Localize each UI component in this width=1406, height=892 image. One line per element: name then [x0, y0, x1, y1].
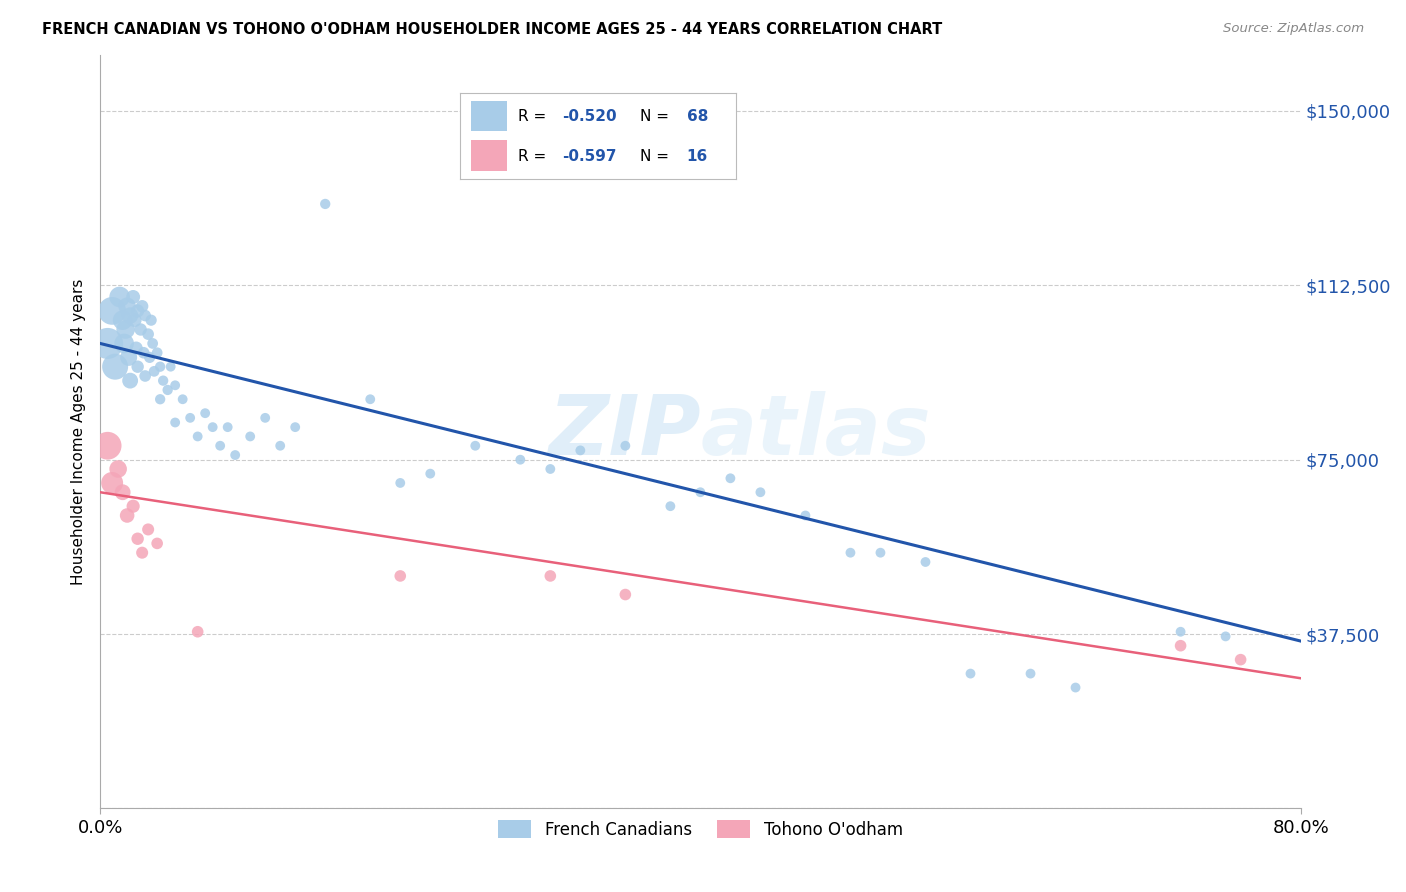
Point: [869, 546, 891, 560]
Point: [122, 499, 145, 513]
Point: [125, 341, 148, 355]
Point: [134, 309, 156, 323]
Point: [538, 462, 561, 476]
Point: [97, 439, 120, 453]
Point: [108, 290, 131, 304]
Point: [120, 374, 142, 388]
Point: [156, 383, 179, 397]
Point: [464, 439, 486, 453]
Point: [129, 322, 152, 336]
Point: [659, 499, 682, 513]
Point: [614, 439, 637, 453]
Point: [115, 508, 138, 523]
Point: [1215, 629, 1237, 643]
Point: [314, 197, 336, 211]
Text: FRENCH CANADIAN VS TOHONO O'ODHAM HOUSEHOLDER INCOME AGES 25 - 44 YEARS CORRELAT: FRENCH CANADIAN VS TOHONO O'ODHAM HOUSEH…: [42, 22, 942, 37]
Point: [138, 351, 160, 365]
Point: [187, 624, 209, 639]
Point: [111, 485, 134, 500]
Point: [201, 420, 224, 434]
Point: [217, 420, 239, 434]
Point: [1170, 639, 1192, 653]
Text: Source: ZipAtlas.com: Source: ZipAtlas.com: [1223, 22, 1364, 36]
Point: [254, 410, 277, 425]
Point: [239, 429, 262, 443]
Point: [1170, 624, 1192, 639]
Point: [124, 313, 146, 327]
Point: [107, 462, 129, 476]
Point: [131, 299, 153, 313]
Point: [389, 569, 412, 583]
Point: [146, 345, 169, 359]
Point: [359, 392, 381, 407]
Point: [104, 359, 127, 374]
Point: [136, 523, 159, 537]
Point: [127, 304, 149, 318]
Point: [959, 666, 981, 681]
Point: [1019, 666, 1042, 681]
Point: [101, 475, 124, 490]
Point: [112, 336, 135, 351]
Text: atlas: atlas: [700, 392, 931, 472]
Point: [914, 555, 936, 569]
Point: [749, 485, 772, 500]
Legend: French Canadians, Tohono O'odham: French Canadians, Tohono O'odham: [492, 814, 910, 846]
Text: ZIP: ZIP: [548, 392, 700, 472]
Point: [111, 313, 134, 327]
Point: [179, 410, 201, 425]
Point: [172, 392, 194, 407]
Point: [165, 416, 187, 430]
Point: [97, 336, 120, 351]
Point: [127, 359, 149, 374]
Point: [794, 508, 817, 523]
Point: [389, 475, 412, 490]
Point: [224, 448, 246, 462]
Point: [142, 336, 165, 351]
Point: [269, 439, 291, 453]
Point: [101, 304, 124, 318]
Point: [127, 532, 149, 546]
Point: [114, 322, 136, 336]
Point: [141, 313, 163, 327]
Point: [149, 392, 172, 407]
Point: [131, 546, 153, 560]
Point: [134, 369, 156, 384]
Point: [569, 443, 592, 458]
Point: [152, 374, 174, 388]
Point: [132, 345, 155, 359]
Point: [1229, 653, 1251, 667]
Point: [146, 536, 169, 550]
Point: [419, 467, 441, 481]
Point: [614, 588, 637, 602]
Point: [165, 378, 187, 392]
Point: [718, 471, 741, 485]
Y-axis label: Householder Income Ages 25 - 44 years: Householder Income Ages 25 - 44 years: [72, 278, 86, 585]
Point: [689, 485, 711, 500]
Point: [159, 359, 181, 374]
Point: [538, 569, 561, 583]
Point: [149, 359, 172, 374]
Point: [839, 546, 862, 560]
Point: [136, 327, 159, 342]
Point: [117, 351, 139, 365]
Point: [115, 299, 138, 313]
Point: [143, 364, 166, 378]
Point: [1064, 681, 1087, 695]
Point: [284, 420, 307, 434]
Point: [209, 439, 232, 453]
Point: [509, 452, 531, 467]
Point: [187, 429, 209, 443]
Point: [120, 309, 142, 323]
Point: [122, 290, 145, 304]
Point: [194, 406, 217, 420]
